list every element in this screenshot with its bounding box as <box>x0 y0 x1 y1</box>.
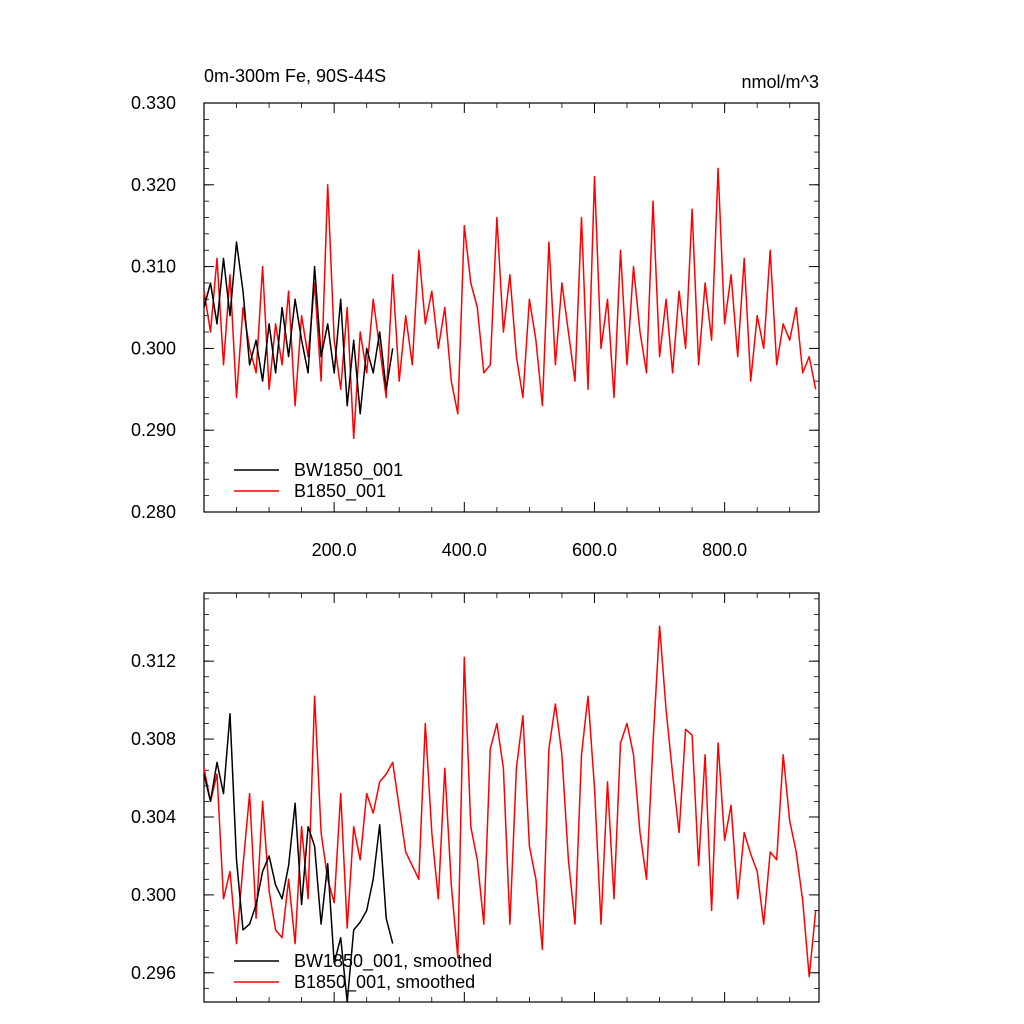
series-line-1 <box>203 167 817 440</box>
bottom-legend-label-bw: BW1850_001, smoothed <box>294 951 492 972</box>
y-tick-label: 0.310 <box>131 257 176 277</box>
series-line-1 <box>203 625 817 978</box>
x-tick-label: 200.0 <box>312 540 357 560</box>
y-tick-label: 0.296 <box>131 963 176 983</box>
top-legend-label-b: B1850_001 <box>294 481 386 502</box>
y-tick-label: 0.300 <box>131 338 176 358</box>
top-legend-label-bw: BW1850_001 <box>294 460 403 481</box>
x-tick-label: 400.0 <box>442 540 487 560</box>
bottom-axis-ticks: 0.296 0.300 0.304 0.308 0.312 <box>131 593 819 1002</box>
y-tick-label: 0.304 <box>131 807 176 827</box>
series-line-0 <box>203 241 394 415</box>
y-tick-label: 0.280 <box>131 502 176 522</box>
top-series-lines <box>203 167 817 440</box>
bottom-panel: 0.296 0.300 0.304 0.308 0.312 BW1850_001, sm… <box>131 592 820 1003</box>
top-panel: 0m-300m Fe, 90S-44S nmol/m^3 0.2800.2900… <box>131 66 820 560</box>
y-tick-label: 0.308 <box>131 729 176 749</box>
bottom-legend-label-b: B1850_001, smoothed <box>294 972 475 993</box>
y-tick-label: 0.312 <box>131 651 176 671</box>
bottom-series-lines <box>203 625 817 1003</box>
series-line-0 <box>203 713 394 1003</box>
y-tick-label: 0.330 <box>131 93 176 113</box>
y-tick-label: 0.320 <box>131 175 176 195</box>
bottom-plot-frame <box>203 592 820 1003</box>
top-title-left: 0m-300m Fe, 90S-44S <box>204 66 386 86</box>
x-tick-label: 800.0 <box>702 540 747 560</box>
y-tick-label: 0.290 <box>131 420 176 440</box>
top-title-right: nmol/m^3 <box>742 72 819 92</box>
x-tick-label: 600.0 <box>572 540 617 560</box>
bottom-legend: BW1850_001, smoothed B1850_001, smoothed <box>234 951 492 993</box>
y-tick-label: 0.300 <box>131 885 176 905</box>
top-axis-ticks: 0.280 0.290 0.300 0.310 0.320 0.330 200.0 400.0… <box>131 93 819 560</box>
top-legend: BW1850_001 B1850_001 <box>234 460 403 502</box>
